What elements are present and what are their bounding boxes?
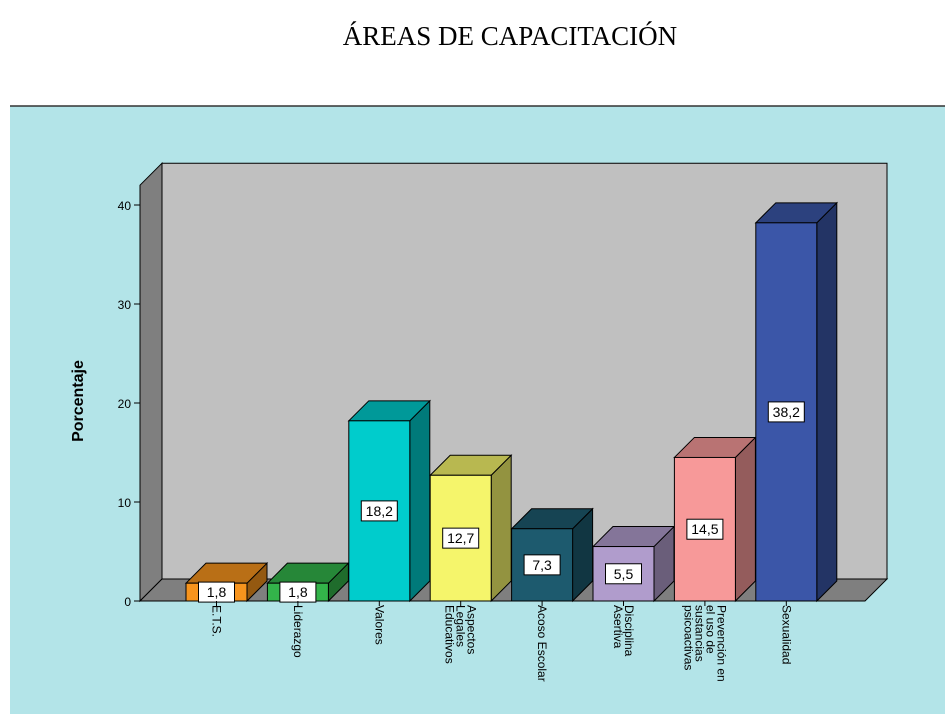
value-label-box	[442, 527, 480, 549]
value-label: 14,5	[691, 521, 718, 537]
y-axis-label: Porcentaje	[70, 360, 87, 442]
x-tick-label: Acoso Escolar	[535, 605, 549, 682]
bar-side	[409, 399, 431, 603]
value-label: 5,5	[614, 566, 634, 582]
value-label-box	[686, 518, 724, 540]
y-tick-label: 0	[124, 595, 131, 609]
value-label: 1,8	[207, 584, 227, 600]
x-tick-label: Sexualidad	[779, 605, 793, 664]
value-label: 1,8	[288, 584, 308, 600]
value-label: 38,2	[773, 404, 800, 420]
value-label-box	[523, 554, 561, 576]
y-tick-label: 10	[118, 496, 132, 510]
value-label-box	[605, 563, 642, 585]
value-label-box	[767, 401, 805, 423]
x-tick-label: Prevención en el uso de sustancias psico…	[681, 605, 728, 685]
y-tick-label: 40	[118, 199, 132, 213]
x-tick-label: E.T.S.	[210, 605, 224, 637]
value-label: 18,2	[366, 503, 393, 519]
x-tick-label: Liderazgo	[291, 605, 305, 658]
bar-side	[490, 454, 512, 603]
left-wall	[139, 161, 163, 603]
x-tick-label: Aspectos Legales Educativos	[443, 605, 479, 664]
x-tick-label: Valores	[372, 605, 386, 645]
y-tick-label: 20	[118, 397, 132, 411]
value-label-box	[360, 500, 398, 522]
value-label: 12,7	[447, 530, 474, 546]
y-tick-label: 30	[118, 298, 132, 312]
bar-side	[816, 201, 838, 603]
chart-title: ÁREAS DE CAPACITACIÓN	[343, 21, 677, 51]
value-label: 7,3	[532, 557, 552, 573]
x-tick-label: Disciplina Asertiva	[611, 605, 636, 660]
bar-side	[734, 436, 756, 603]
